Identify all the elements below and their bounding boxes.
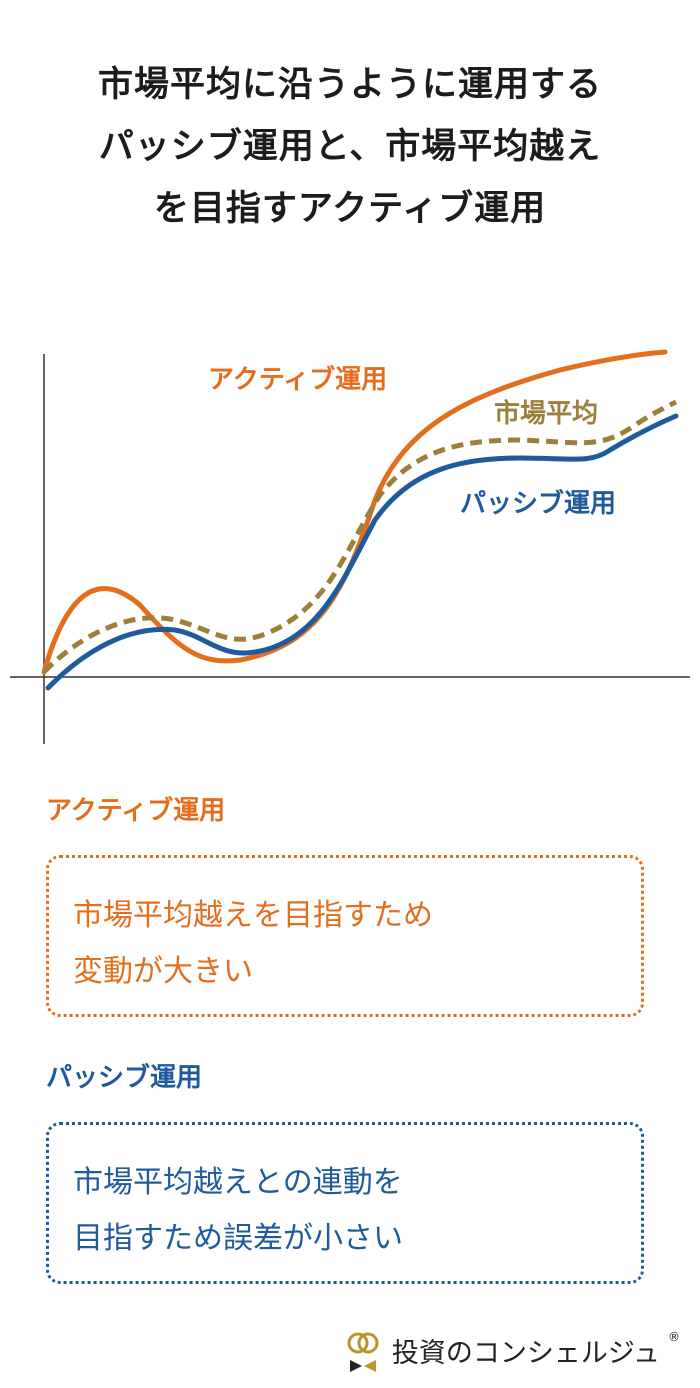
title-line-2: パッシブ運用と、市場平均越え: [98, 127, 602, 167]
title-line-1: 市場平均に沿うように運用する: [97, 65, 602, 105]
market-line-label: 市場平均: [494, 398, 598, 429]
brand-name: 投資のコンシェルジュ: [391, 1337, 660, 1369]
passive-description-box: 市場平均越えとの連動を 目指すため誤差が小さい: [46, 1122, 644, 1284]
performance-diagram: アクティブ運用 市場平均 パッシブ運用: [10, 349, 690, 744]
active-description-box: 市場平均越えを目指すため 変動が大きい: [46, 855, 644, 1017]
passive-line: [45, 413, 679, 691]
brand-logo: 投資のコンシェルジュ ®: [344, 1328, 680, 1372]
active-line-label: アクティブ運用: [208, 364, 387, 395]
page-title: 市場平均に沿うように運用する パッシブ運用と、市場平均越え を目指すアクティブ運…: [0, 54, 700, 240]
active-description-line-1: 市場平均越えを目指すため: [73, 898, 433, 933]
rings-logo-icon: [347, 1332, 379, 1372]
passive-description-line-1: 市場平均越えとの連動を: [73, 1165, 403, 1200]
market-line: [42, 399, 678, 674]
active-section-heading: アクティブ運用: [46, 796, 226, 826]
registered-mark: ®: [668, 1330, 680, 1344]
passive-description-line-2: 目指すため誤差が小さい: [73, 1221, 403, 1256]
passive-line-label: パッシブ運用: [460, 488, 616, 519]
title-line-3: を目指すアクティブ運用: [153, 189, 547, 229]
active-description-line-2: 変動が大きい: [73, 954, 253, 989]
passive-section-heading: パッシブ運用: [46, 1063, 203, 1093]
